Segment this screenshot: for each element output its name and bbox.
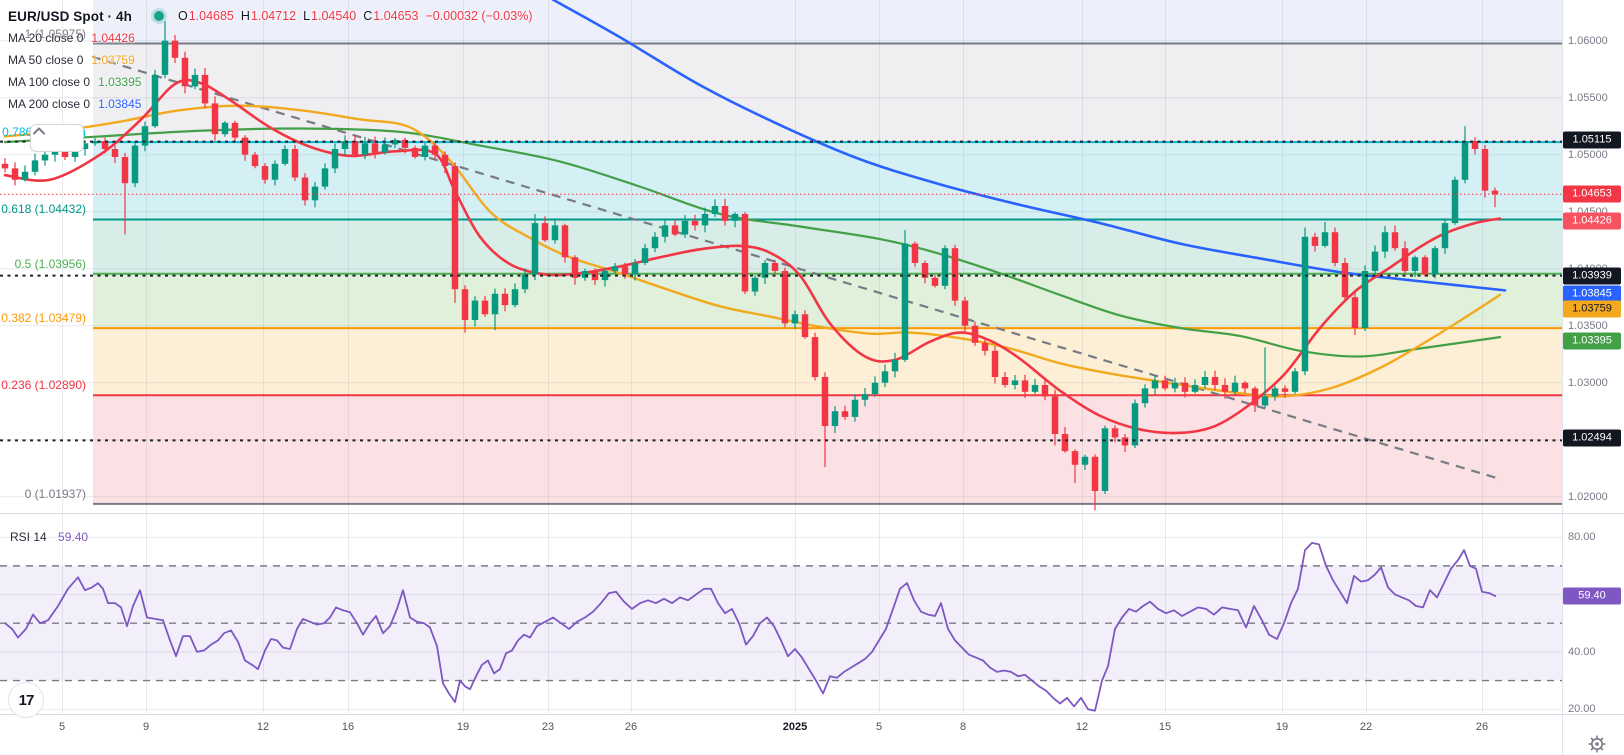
close-value: 1.04653 [373, 9, 419, 23]
fib-collapse-button[interactable] [30, 124, 84, 152]
tradingview-logo[interactable]: 17 [8, 682, 44, 718]
ma-value-3: 1.03845 [98, 97, 142, 111]
gridlines [0, 0, 1562, 713]
rsi-value: 59.40 [58, 530, 89, 544]
legend-ma-20[interactable]: MA 20 close 0 1.04426 [8, 31, 135, 45]
ma200-line [551, 0, 1507, 292]
ma-lines [3, 0, 1507, 435]
open-value: 1.04685 [188, 9, 234, 23]
gear-icon[interactable] [1586, 733, 1608, 755]
market-status-icon [153, 11, 164, 21]
change-value: −0.00032 (−0.03%) [425, 9, 533, 23]
rsi-layer [0, 542, 1562, 712]
legend-ma-100[interactable]: MA 100 close 0 1.03395 [8, 75, 142, 89]
ma50-line [3, 104, 1502, 398]
dotted-hlines [0, 140, 1562, 442]
rsi-line [4, 542, 1497, 712]
ma-value-2: 1.03395 [98, 75, 142, 89]
ma-value-0: 1.04426 [91, 31, 135, 45]
legend-rsi[interactable]: RSI 14 59.40 [10, 530, 89, 544]
ma100-line [3, 127, 1502, 358]
chevron-up-icon [33, 127, 45, 135]
symbol-title[interactable]: EUR/USD Spot · 4h [8, 8, 132, 24]
legend: EUR/USD Spot · 4h O1.04685 H1.04712 L1.045… [8, 5, 539, 115]
high-value: 1.04712 [250, 9, 297, 23]
legend-ma-50[interactable]: MA 50 close 0 1.03759 [8, 53, 135, 67]
ma-value-1: 1.03759 [91, 53, 135, 67]
low-value: 1.04540 [311, 9, 357, 23]
ma20-line [3, 78, 1502, 435]
ohlc-values: O1.04685 H1.04712 L1.04540 C1.04653 −0.00032… [177, 9, 533, 23]
legend-ma-200[interactable]: MA 200 close 0 1.03845 [8, 97, 142, 111]
trendline-dashed [91, 55, 1503, 481]
